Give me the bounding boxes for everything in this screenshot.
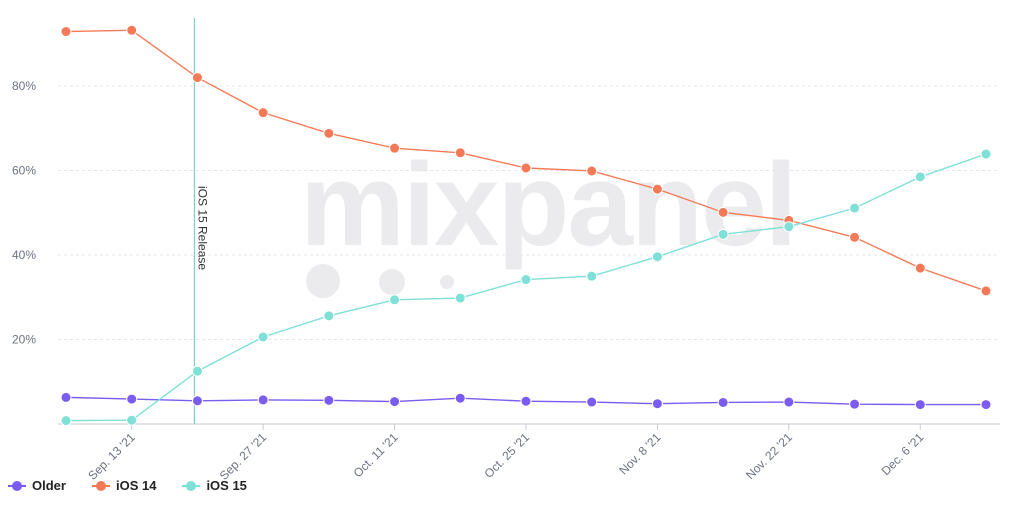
- data-point-ios-15[interactable]: [60, 415, 72, 427]
- watermark-dot-large: [306, 264, 340, 298]
- y-tick-label-40: 40%: [12, 248, 36, 262]
- x-tick-label: Nov. 8 '21: [616, 430, 663, 477]
- legend-label-older: Older: [32, 478, 66, 493]
- data-point-ios-14[interactable]: [191, 72, 203, 84]
- data-point-ios-14[interactable]: [257, 107, 269, 119]
- data-point-older[interactable]: [126, 393, 138, 405]
- data-point-ios-15[interactable]: [454, 292, 466, 304]
- data-point-ios-14[interactable]: [520, 162, 532, 174]
- data-point-ios-15[interactable]: [257, 331, 269, 343]
- x-tick-label: Nov. 22 '21: [743, 430, 795, 482]
- data-point-older[interactable]: [191, 395, 203, 407]
- data-point-ios-15[interactable]: [389, 294, 401, 306]
- data-point-ios-15[interactable]: [520, 274, 532, 286]
- data-point-older[interactable]: [60, 391, 72, 403]
- data-point-ios-15[interactable]: [651, 251, 663, 263]
- x-tick-label: Oct. 11 '21: [351, 430, 401, 480]
- data-point-ios-15[interactable]: [717, 228, 729, 240]
- data-point-older[interactable]: [849, 398, 861, 410]
- release-annotation: iOS 15 Release: [193, 18, 209, 424]
- data-point-ios-15[interactable]: [126, 414, 138, 426]
- data-point-ios-15[interactable]: [191, 365, 203, 377]
- y-tick-label-60: 60%: [12, 164, 36, 178]
- series-layer: [60, 24, 992, 427]
- data-point-ios-14[interactable]: [323, 127, 335, 139]
- y-tick-label-20: 20%: [12, 333, 36, 347]
- mixpanel-watermark: mixpanel: [300, 139, 796, 271]
- data-point-older[interactable]: [520, 395, 532, 407]
- data-point-ios-14[interactable]: [980, 285, 992, 297]
- data-point-older[interactable]: [783, 396, 795, 408]
- y-tick-label-80: 80%: [12, 79, 36, 93]
- legend-item-older[interactable]: Older: [8, 478, 66, 493]
- x-tick-label: Dec. 6 '21: [879, 430, 927, 478]
- data-point-older[interactable]: [914, 399, 926, 411]
- x-tick-label: Oct. 25 '21: [481, 430, 532, 481]
- data-point-ios-14[interactable]: [60, 26, 72, 38]
- data-point-ios-15[interactable]: [586, 270, 598, 282]
- data-point-ios-14[interactable]: [126, 24, 138, 36]
- watermark-dot-small: [440, 275, 454, 289]
- data-point-older[interactable]: [717, 396, 729, 408]
- legend-marker-ios-14: [91, 480, 110, 491]
- legend-label-ios-15: iOS 15: [206, 478, 247, 493]
- data-point-older[interactable]: [323, 394, 335, 406]
- data-point-older[interactable]: [454, 392, 466, 404]
- data-point-ios-14[interactable]: [586, 165, 598, 177]
- data-point-ios-14[interactable]: [849, 231, 861, 243]
- watermark-dots: [306, 264, 454, 298]
- x-tick-label: Sep. 27 '21: [217, 430, 270, 483]
- release-label: iOS 15 Release: [195, 186, 209, 270]
- y-axis-ticks: 20% 40% 60% 80%: [12, 79, 36, 346]
- data-point-ios-15[interactable]: [980, 148, 992, 160]
- data-point-older[interactable]: [389, 396, 401, 408]
- chart-legend: Older iOS 14 iOS 15: [8, 478, 247, 493]
- data-point-ios-14[interactable]: [717, 206, 729, 218]
- x-tick-label: Sep. 13 '21: [85, 430, 138, 483]
- data-point-ios-15[interactable]: [914, 171, 926, 183]
- x-axis: Sep. 13 '21 Sep. 27 '21 Oct. 11 '21 Oct. 25…: [58, 423, 1000, 483]
- data-point-ios-14[interactable]: [914, 262, 926, 274]
- watermark-dot-medium: [379, 269, 405, 295]
- data-point-ios-14[interactable]: [454, 147, 466, 159]
- legend-item-ios-14[interactable]: iOS 14: [91, 478, 157, 493]
- data-point-ios-15[interactable]: [849, 202, 861, 214]
- data-point-ios-14[interactable]: [389, 142, 401, 154]
- data-point-older[interactable]: [651, 398, 663, 410]
- legend-marker-older: [8, 480, 26, 491]
- data-point-ios-15[interactable]: [323, 310, 335, 322]
- data-point-ios-14[interactable]: [651, 183, 663, 195]
- legend-item-ios-15[interactable]: iOS 15: [182, 478, 247, 493]
- legend-label-ios-14: iOS 14: [115, 478, 157, 493]
- data-point-older[interactable]: [980, 399, 992, 411]
- data-point-older[interactable]: [586, 396, 598, 408]
- data-point-ios-15[interactable]: [783, 221, 795, 233]
- data-point-older[interactable]: [257, 394, 269, 406]
- legend-marker-ios-15: [182, 480, 201, 491]
